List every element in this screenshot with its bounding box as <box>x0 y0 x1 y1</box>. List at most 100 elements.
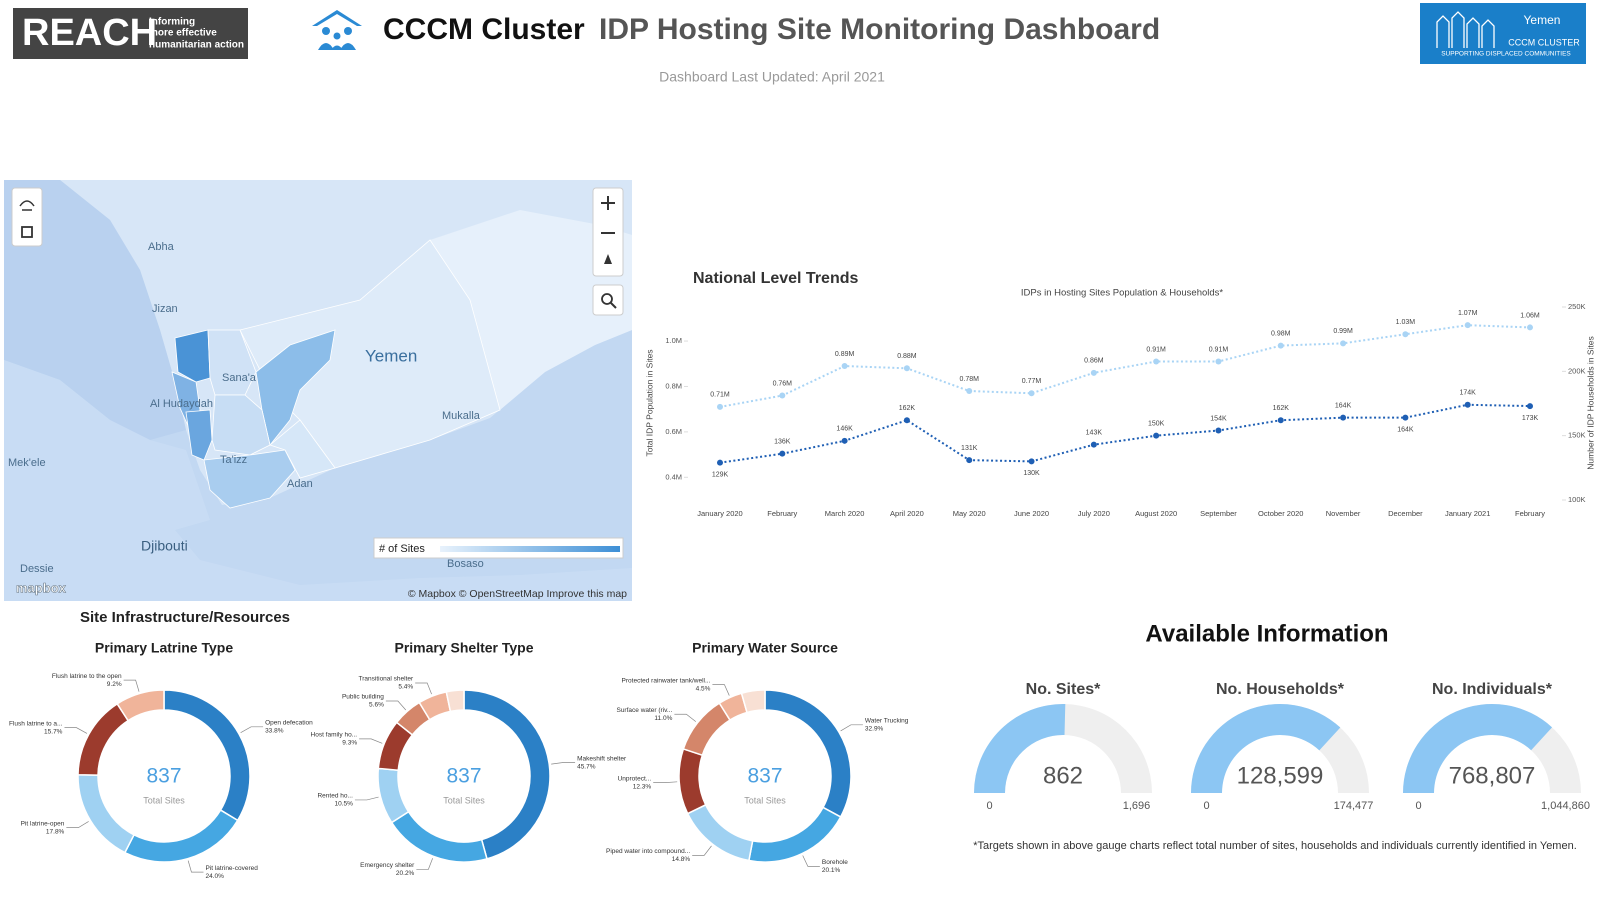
x-tick-label: February <box>1515 509 1545 518</box>
slice-value-label: 12.3% <box>633 783 652 790</box>
y2-tick-label: 200K <box>1568 366 1586 375</box>
series-point <box>1277 417 1284 424</box>
last-updated: Dashboard Last Updated: April 2021 <box>659 69 885 85</box>
x-tick-label: January 2021 <box>1445 509 1490 518</box>
series-point <box>717 459 723 466</box>
map-zoom-in[interactable] <box>601 196 615 210</box>
chart-title: Primary Water Source <box>692 640 838 656</box>
chart-title: National Level Trends <box>693 270 858 287</box>
chart-title: Primary Shelter Type <box>394 640 533 656</box>
mapbox-logo: mapbox <box>16 580 67 595</box>
series-line <box>719 324 1531 408</box>
data-label: 173K <box>1522 415 1539 422</box>
leader-line <box>385 700 407 711</box>
x-tick-label: December <box>1388 509 1423 518</box>
gauge-tick-label: 0 <box>986 800 992 812</box>
data-label: 136K <box>774 439 791 446</box>
leader-line <box>66 821 89 828</box>
data-label: 162K <box>899 405 916 412</box>
y-tick-label: 0.6M <box>665 427 682 436</box>
donut-slice <box>123 809 239 863</box>
series-point <box>1402 331 1409 338</box>
slice-value-label: 33.8% <box>265 728 284 735</box>
donut-total: 837 <box>146 765 181 788</box>
y2-tick-label: 100K <box>1568 495 1586 504</box>
slice-value-label: 17.8% <box>46 828 65 835</box>
slice-label: Borehole <box>822 859 848 866</box>
chart-title: Primary Latrine Type <box>95 640 233 656</box>
series-point <box>966 457 973 464</box>
slice-label: Surface water (riv... <box>616 707 672 714</box>
map-search-button[interactable] <box>601 293 613 305</box>
data-label: 129K <box>712 472 729 479</box>
series-point <box>1527 324 1533 331</box>
reach-logo-box <box>13 8 248 59</box>
donut-slice <box>678 747 707 815</box>
reach-tagline: humanitarian action <box>149 40 244 51</box>
map-select-button[interactable] <box>21 226 33 238</box>
data-label: 0.86M <box>1084 358 1104 365</box>
map-label: Yemen <box>365 346 417 365</box>
map-legend-title: # of Sites <box>379 543 425 555</box>
gauge-fill <box>1403 704 1553 793</box>
x-tick-label: January 2020 <box>697 509 742 518</box>
data-label: 1.03M <box>1396 319 1416 326</box>
leader-line <box>240 726 264 734</box>
donut-total-label: Total Sites <box>143 795 185 805</box>
cluster-icon <box>312 10 362 50</box>
series-point <box>1464 322 1471 329</box>
donut-slice <box>390 810 488 863</box>
map-tool-box <box>11 187 43 247</box>
series-point <box>1090 441 1097 448</box>
slice-label: Makeshift shelter <box>577 755 627 762</box>
map-pan-button[interactable] <box>19 200 35 211</box>
x-tick-label: August 2020 <box>1135 509 1177 518</box>
data-label: 0.91M <box>1146 346 1166 353</box>
donut-slice <box>377 767 410 824</box>
map-search-handle <box>610 302 617 309</box>
data-label: 150K <box>1148 421 1165 428</box>
leader-line <box>187 860 204 873</box>
donut-total-label: Total Sites <box>443 795 485 805</box>
leader-line <box>653 781 678 783</box>
donut-slice <box>682 702 732 757</box>
map-compass[interactable] <box>604 254 612 264</box>
donut-total: 837 <box>446 765 481 788</box>
map-label: Al Hudaydah <box>150 398 213 410</box>
map[interactable] <box>4 180 632 601</box>
series-point <box>1340 340 1347 347</box>
series-point <box>1028 458 1035 465</box>
series-point <box>1464 401 1471 408</box>
series-point <box>841 363 848 370</box>
slice-value-label: 15.7% <box>44 728 63 735</box>
slice-value-label: 9.3% <box>342 740 357 747</box>
map-label: Bosaso <box>447 558 484 570</box>
leader-line <box>415 682 432 695</box>
donut-total-label: Total Sites <box>744 795 786 805</box>
data-label: 0.77M <box>1022 378 1042 385</box>
series-point <box>903 365 910 372</box>
series-point <box>1277 342 1284 349</box>
dashboard-title: CCCM Cluster IDP Hosting Site Monitoring… <box>383 13 1160 46</box>
donut-slice <box>445 689 465 713</box>
map-label: Sana'a <box>222 372 257 384</box>
x-tick-label: March 2020 <box>825 509 865 518</box>
data-label: 174K <box>1460 390 1477 397</box>
map-attribution[interactable]: © Mapbox © OpenStreetMap Improve this ma… <box>408 588 627 600</box>
donut-slice <box>686 803 754 862</box>
y-tick-label: 0.8M <box>665 381 682 390</box>
slice-value-label: 5.4% <box>398 684 413 691</box>
data-label: 0.88M <box>897 353 917 360</box>
y-tick-label: 1.0M <box>665 336 682 345</box>
y2-tick-label: 150K <box>1568 431 1586 440</box>
map-label: Jizan <box>152 303 178 315</box>
data-label: 0.99M <box>1333 328 1353 335</box>
map-label: Ta'izz <box>220 454 247 466</box>
data-label: 131K <box>961 445 978 452</box>
map-legend-gradient <box>440 546 620 552</box>
cccm-logo-tagline: SUPPORTING DISPLACED COMMUNITIES <box>1441 51 1571 58</box>
series-point <box>1402 414 1409 421</box>
slice-value-label: 9.2% <box>107 681 122 688</box>
data-label: 154K <box>1210 415 1227 422</box>
slice-label: Transitional shelter <box>359 676 415 683</box>
